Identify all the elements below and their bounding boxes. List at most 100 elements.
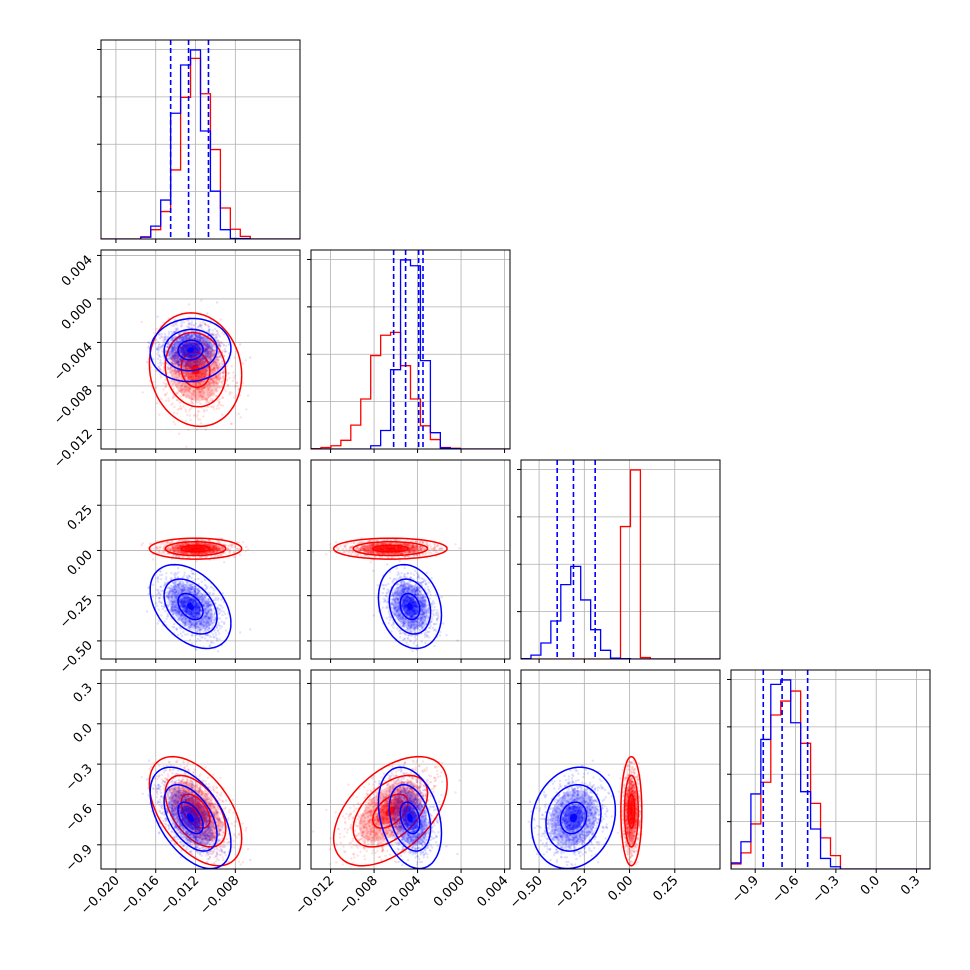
sample-point (222, 379, 225, 382)
sample-point (176, 382, 180, 386)
histogram-red (731, 690, 930, 869)
sample-point (179, 389, 182, 393)
sample-point (147, 346, 150, 349)
sample-point (192, 414, 196, 417)
histogram-blue (731, 679, 930, 869)
sample-point (230, 422, 233, 425)
sample-point (200, 323, 203, 327)
sample-point (158, 413, 161, 416)
sample-point (155, 338, 158, 342)
sample-point (220, 380, 224, 383)
sample-point (180, 539, 184, 542)
sample-point (193, 344, 197, 348)
sample-point (190, 320, 194, 323)
sample-point (181, 354, 185, 358)
sample-point (207, 539, 211, 542)
sample-point (209, 349, 212, 352)
sample-point (180, 383, 184, 386)
sample-point (175, 329, 178, 332)
sample-point (206, 399, 209, 402)
sample-point (201, 398, 204, 401)
sample-point (200, 372, 203, 375)
sample-point (196, 359, 199, 362)
sample-point (157, 353, 161, 357)
sample-point (212, 381, 215, 385)
sample-point (188, 377, 191, 381)
sample-point (180, 385, 183, 388)
sample-point (189, 357, 192, 360)
sample-point (206, 369, 209, 372)
sample-point (222, 375, 225, 378)
sample-point (179, 404, 182, 408)
sample-point (222, 376, 225, 379)
sample-point (189, 407, 192, 411)
sample-point (185, 377, 188, 381)
sample-point (236, 547, 239, 551)
sample-point (191, 343, 194, 346)
sample-point (181, 347, 184, 350)
sample-point (196, 374, 199, 378)
sample-point (176, 362, 179, 366)
sample-point (191, 401, 194, 404)
sample-point (159, 373, 162, 376)
sample-point (195, 375, 199, 378)
sample-point (216, 377, 219, 380)
sample-point (204, 375, 207, 378)
sample-point (182, 353, 186, 356)
sample-point (207, 405, 210, 408)
sample-point (198, 336, 201, 340)
sample-point (201, 357, 204, 360)
sample-point (189, 354, 192, 358)
sample-point (204, 324, 207, 327)
sample-point (179, 351, 182, 354)
sample-point (200, 340, 203, 343)
sample-point (189, 375, 192, 378)
sample-point (199, 375, 203, 378)
sample-point (189, 374, 192, 377)
sample-point (211, 406, 214, 409)
sample-point (202, 391, 206, 395)
sample-point (206, 342, 210, 345)
sample-point (176, 391, 179, 395)
sample-point (222, 343, 225, 346)
sample-point (186, 394, 189, 397)
sample-point (188, 386, 191, 389)
panel-2-1 (100, 249, 301, 450)
sample-point (184, 385, 187, 389)
sample-point (182, 371, 186, 375)
sample-point (197, 353, 200, 357)
sample-point (214, 361, 218, 365)
sample-point (178, 374, 181, 377)
sample-point (207, 396, 210, 399)
sample-point (226, 548, 230, 551)
sample-point (152, 547, 155, 550)
sample-point (195, 358, 198, 362)
sample-point (172, 349, 175, 352)
sample-point (199, 361, 202, 364)
sample-point (232, 550, 236, 554)
sample-point (176, 399, 179, 402)
sample-point (203, 380, 206, 383)
sample-point (206, 353, 209, 356)
sample-point (183, 371, 186, 374)
sample-point (200, 364, 203, 367)
sample-point (241, 362, 245, 365)
sample-point (184, 390, 188, 393)
sample-point (210, 363, 214, 366)
sample-point (211, 398, 214, 401)
sample-point (209, 391, 212, 394)
sample-point (202, 375, 205, 379)
sample-point (162, 546, 165, 549)
sample-point (202, 364, 206, 367)
sample-point (188, 365, 191, 368)
sample-point (204, 323, 207, 326)
sample-point (202, 409, 206, 412)
sample-point (182, 364, 185, 368)
sample-point (197, 418, 200, 421)
sample-point (206, 385, 209, 388)
sample-point (220, 413, 224, 416)
sample-point (184, 410, 188, 413)
sample-point (154, 369, 157, 372)
sample-point (195, 383, 198, 387)
sample-point (183, 388, 186, 392)
